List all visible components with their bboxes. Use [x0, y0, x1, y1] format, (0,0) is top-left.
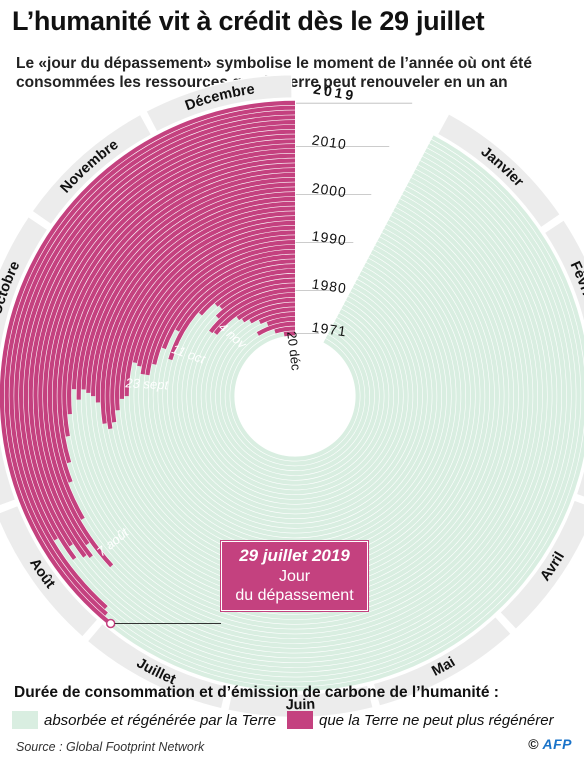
overshoot-marker-2019: [105, 618, 116, 629]
month-band-9: [0, 435, 17, 507]
deficit-arc-1972: [274, 326, 295, 334]
page-title: L’humanité vit à crédit dès le 29 juille…: [12, 6, 485, 36]
month-label-text-6: Juin: [286, 697, 316, 714]
month-band-12: [145, 74, 293, 133]
deficit-arc-1979: [213, 292, 295, 335]
callout-label-line-2: du dépassement: [235, 587, 354, 604]
deficit-arc-1986: [175, 259, 295, 332]
year-label-1971: 1971: [311, 319, 348, 340]
bar-annotation-1993: 23 sept: [124, 375, 170, 392]
deficit-arc-1990: [140, 240, 295, 375]
deficit-arc-2011: [38, 139, 296, 546]
deficit-arc-1982: [219, 278, 295, 310]
month-band-6: [227, 684, 374, 718]
month-band-7: [86, 622, 228, 710]
deficit-arc-1992: [132, 230, 295, 364]
source-note: Source : Global Footprint Network: [16, 740, 205, 754]
callout-label-line-1: Jour: [278, 568, 311, 585]
month-band-5: [372, 616, 512, 707]
deficit-arc-1989: [145, 244, 295, 376]
deficit-arc-1981: [215, 283, 295, 319]
legend-label-deficit: que la Terre ne peut plus régénérer: [319, 711, 554, 729]
legend-swatch-deficit: [287, 711, 313, 729]
legend-item-deficit: que la Terre ne peut plus régénérer: [287, 711, 554, 729]
legend-label-regen: absorbée et régénérée par la Terre: [44, 711, 277, 729]
year-label-2019: 2019: [312, 81, 357, 104]
deficit-arc-1974: [266, 316, 295, 326]
month-band-10: [0, 216, 49, 357]
deficit-arc-1991: [137, 235, 295, 367]
month-band-3: [575, 467, 584, 498]
month-band-2: [543, 219, 584, 325]
overshoot-callout: 29 juillet 2019 Jour du dépassement: [221, 541, 368, 611]
month-band-4: [499, 499, 584, 630]
copyright-symbol: ©: [528, 736, 539, 752]
year-label-2000: 2000: [311, 180, 348, 201]
deficit-arc-1971: [283, 331, 295, 337]
legend-title: Durée de consommation et d’émission de c…: [14, 684, 499, 701]
month-label-6: Juin: [286, 697, 316, 714]
year-label-2010: 2010: [311, 132, 348, 153]
deficit-arc-1987: [161, 254, 295, 350]
callout-date: 29 juillet 2019: [239, 546, 350, 565]
deficit-arc-1983: [214, 273, 295, 307]
deficit-arc-1988: [152, 249, 295, 365]
year-label-1990: 1990: [311, 228, 348, 249]
year-label-1980: 1980: [311, 276, 348, 297]
month-band-11: [31, 113, 153, 226]
afp-credit: © AFP: [528, 736, 572, 752]
month-band-8: [0, 504, 99, 638]
afp-logo: AFP: [542, 736, 572, 752]
regen-arc-2010: [110, 173, 547, 648]
subtitle-line-1: Le «jour du dépassement» symbolise le mo…: [16, 55, 532, 72]
deficit-arc-1980: [209, 288, 295, 334]
bar-annotation-1971: 20 déc: [284, 331, 304, 372]
deficit-arc-1976: [249, 307, 295, 324]
deficit-arc-2008: [52, 153, 295, 483]
legend-swatch-regen: [12, 711, 38, 729]
deficit-arc-2014: [23, 124, 296, 547]
deficit-arc-1977: [241, 302, 295, 323]
deficit-arc-1975: [258, 312, 295, 324]
deficit-arc-2015: [18, 120, 296, 560]
legend-item-regen: absorbée et régénérée par la Terre: [12, 711, 276, 729]
deficit-arc-1978: [236, 297, 295, 321]
month-band-1: [437, 113, 561, 229]
deficit-arc-1973: [256, 321, 295, 336]
deficit-arc-1985: [168, 264, 295, 361]
